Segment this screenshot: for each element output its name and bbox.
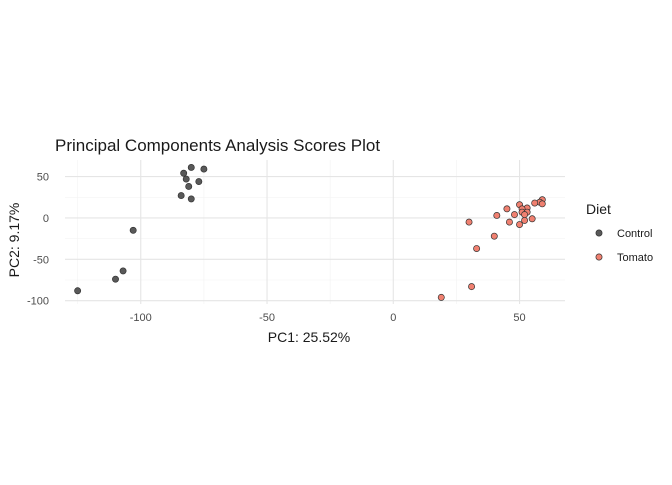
x-tick-label: 50 (513, 312, 525, 324)
y-tick-label: -50 (33, 254, 49, 266)
x-tick-label: -50 (259, 312, 275, 324)
grid (65, 160, 565, 304)
chart-title: Principal Components Analysis Scores Plo… (55, 136, 380, 155)
point-control (187, 195, 195, 203)
x-axis-ticks: -100 -50 0 50 (130, 312, 526, 324)
y-tick-label: 50 (37, 172, 49, 184)
point-tomato (505, 218, 513, 226)
legend-title: Diet (586, 201, 611, 217)
legend-key-tomato (595, 253, 603, 261)
legend-label-control: Control (617, 228, 652, 240)
point-tomato (465, 218, 473, 226)
x-tick-label: 0 (390, 312, 396, 324)
point-tomato (468, 283, 476, 291)
point-control (180, 169, 188, 177)
point-control (112, 275, 119, 283)
legend: Diet Control Tomato (586, 201, 653, 264)
point-control (129, 226, 137, 234)
point-control (177, 192, 185, 200)
point-control (187, 163, 195, 171)
point-tomato (521, 216, 529, 224)
point-control (185, 183, 193, 190)
point-tomato (531, 199, 539, 207)
point-tomato (516, 221, 523, 229)
x-axis-label: PC1: 25.52% (268, 329, 351, 345)
point-control (74, 287, 82, 295)
point-tomato (493, 211, 501, 219)
point-control (182, 175, 190, 183)
point-tomato (511, 211, 518, 219)
point-tomato (437, 293, 445, 301)
legend-label-tomato: Tomato (617, 252, 653, 264)
point-tomato (538, 200, 546, 208)
legend-key-control (595, 229, 603, 237)
y-tick-label: 0 (43, 213, 49, 225)
legend-entries: Control Tomato (595, 228, 653, 264)
x-tick-label: -100 (130, 312, 152, 324)
point-tomato (490, 232, 498, 240)
point-tomato (473, 245, 481, 253)
y-tick-label: -100 (27, 296, 49, 308)
point-tomato (521, 211, 529, 219)
point-tomato (528, 215, 536, 223)
point-tomato (503, 205, 511, 213)
point-control (200, 165, 208, 173)
y-axis-ticks: 50 0 -50 -100 (27, 172, 49, 308)
y-axis-label: PC2: 9.17% (6, 203, 22, 278)
data-points (74, 163, 546, 301)
point-control (195, 178, 203, 185)
point-control (119, 267, 127, 275)
